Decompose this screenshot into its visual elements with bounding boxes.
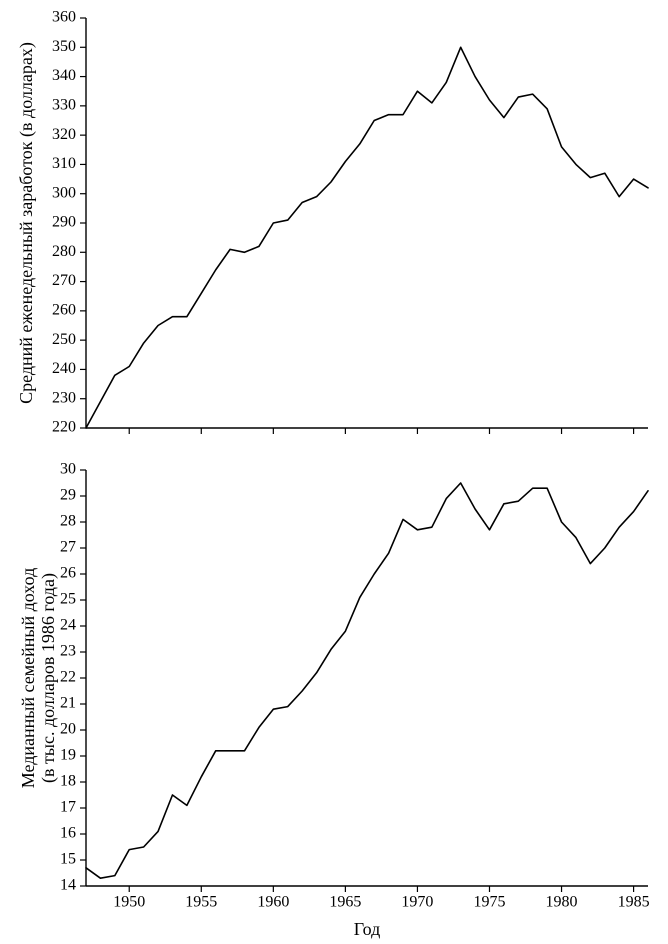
y-tick-label: 220	[52, 419, 76, 436]
y-tick-label: 15	[60, 851, 76, 868]
y-tick-label: 330	[52, 97, 76, 114]
x-axis-label: Год	[354, 919, 380, 939]
y-tick-label: 17	[60, 799, 76, 816]
y-tick-label: 280	[52, 243, 76, 260]
y-axis-label-line1: Медианный семейный доход	[18, 568, 38, 789]
y-tick-label: 27	[60, 539, 76, 556]
x-tick-label: 1975	[473, 893, 505, 910]
y-tick-label: 240	[52, 360, 76, 377]
y-tick-label: 340	[52, 67, 76, 84]
chart-bottom: 14 15 16 17 18 19 20 21 22 23 24 25 26 27 28 29 30 1950 19…	[18, 461, 649, 911]
series-line	[86, 483, 648, 878]
y-tick-label: 360	[52, 9, 76, 26]
y-tick-label: 290	[52, 214, 76, 231]
y-axis-label: Средний еженедельный заработок (в доллар…	[16, 42, 37, 404]
x-tick-label: 1985	[618, 893, 650, 910]
y-tick-label: 22	[60, 669, 76, 686]
x-tick-label: 1950	[113, 893, 145, 910]
series-line	[86, 47, 648, 428]
y-tick-label: 28	[60, 513, 76, 530]
y-tick-label: 23	[60, 643, 76, 660]
y-tick-label: 19	[60, 747, 76, 764]
page: 220 230 240 250 260 270 280 290 300 310 320 330 340 3…	[0, 0, 668, 944]
x-tick-label: 1955	[185, 893, 217, 910]
x-tick-label: 1970	[401, 893, 433, 910]
y-tick-label: 270	[52, 272, 76, 289]
x-tick-label: 1980	[546, 893, 578, 910]
y-tick-label: 230	[52, 389, 76, 406]
y-tick-label: 260	[52, 302, 76, 319]
y-tick-label: 24	[60, 617, 76, 634]
y-tick-label: 30	[60, 461, 76, 478]
y-tick-label: 18	[60, 773, 76, 790]
y-axis-label-line2: (в тыс. долларов 1986 года)	[38, 573, 59, 783]
y-tick-label: 25	[60, 591, 76, 608]
chart-top: 220 230 240 250 260 270 280 290 300 310 320 330 340 3…	[16, 9, 648, 436]
x-tick-label: 1960	[257, 893, 289, 910]
y-tick-label: 21	[60, 695, 76, 712]
y-tick-label: 29	[60, 487, 76, 504]
y-tick-label: 310	[52, 155, 76, 172]
y-tick-label: 16	[60, 825, 76, 842]
y-tick-label: 250	[52, 331, 76, 348]
charts-svg: 220 230 240 250 260 270 280 290 300 310 320 330 340 3…	[0, 0, 668, 944]
y-tick-label: 350	[52, 38, 76, 55]
y-tick-label: 26	[60, 565, 76, 582]
y-tick-label: 14	[60, 877, 76, 894]
y-tick-label: 20	[60, 721, 76, 738]
y-tick-label: 320	[52, 126, 76, 143]
y-tick-label: 300	[52, 184, 76, 201]
x-tick-label: 1965	[329, 893, 361, 910]
